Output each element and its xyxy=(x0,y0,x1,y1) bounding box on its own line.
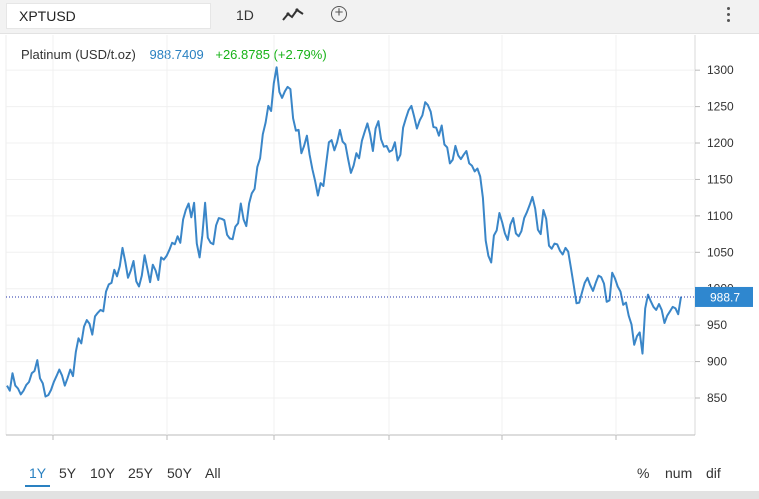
y-tick-label: 900 xyxy=(707,355,727,369)
current-price: 988.7409 xyxy=(149,47,204,62)
current-price-label: 988.7 xyxy=(710,290,740,304)
bottom-divider xyxy=(0,491,759,499)
y-tick-label: 1200 xyxy=(707,136,734,150)
y-tick-label: 1050 xyxy=(707,245,734,259)
y-tick-label: 850 xyxy=(707,391,727,405)
current-price-label-bg xyxy=(695,286,753,307)
range-button-1y[interactable]: 1Y xyxy=(24,465,51,487)
y-tick-label: 1150 xyxy=(707,172,733,186)
range-selector: 1Y 5Y 10Y 25Y 50Y All% num dif xyxy=(0,465,759,487)
y-tick-label: 1300 xyxy=(707,63,734,77)
plus-circle-icon[interactable]: + xyxy=(331,5,347,22)
scale-option-num[interactable]: num xyxy=(665,465,693,481)
symbol-input[interactable]: XPTUSD xyxy=(6,3,211,29)
price-chart[interactable]: 8509009501000105011001150120012501300Nov… xyxy=(0,33,759,443)
price-change: +26.8785 (+2.79%) xyxy=(215,47,327,62)
range-button-5y[interactable]: 5Y xyxy=(59,465,77,481)
instrument-name: Platinum (USD/t.oz) xyxy=(21,47,136,62)
chart-legend: Platinum (USD/t.oz) 988.7409 +26.8785 (+… xyxy=(21,47,327,62)
range-button-10y[interactable]: 10Y xyxy=(90,465,115,481)
chart-toolbar: XPTUSD 1D + xyxy=(0,0,759,34)
scale-option-percent[interactable]: % xyxy=(637,465,650,481)
y-tick-label: 1250 xyxy=(707,100,734,114)
scale-option-dif[interactable]: dif xyxy=(706,465,721,481)
range-button-50y[interactable]: 50Y xyxy=(167,465,192,481)
line-chart-icon[interactable] xyxy=(282,6,304,24)
price-series-line[interactable] xyxy=(6,66,682,398)
y-tick-label: 1100 xyxy=(707,209,733,223)
interval-button[interactable]: 1D xyxy=(236,7,254,23)
vertical-dots-icon[interactable] xyxy=(724,5,732,27)
range-button-25y[interactable]: 25Y xyxy=(128,465,153,481)
y-tick-label: 950 xyxy=(707,318,727,332)
range-button-all[interactable]: All xyxy=(205,465,221,481)
